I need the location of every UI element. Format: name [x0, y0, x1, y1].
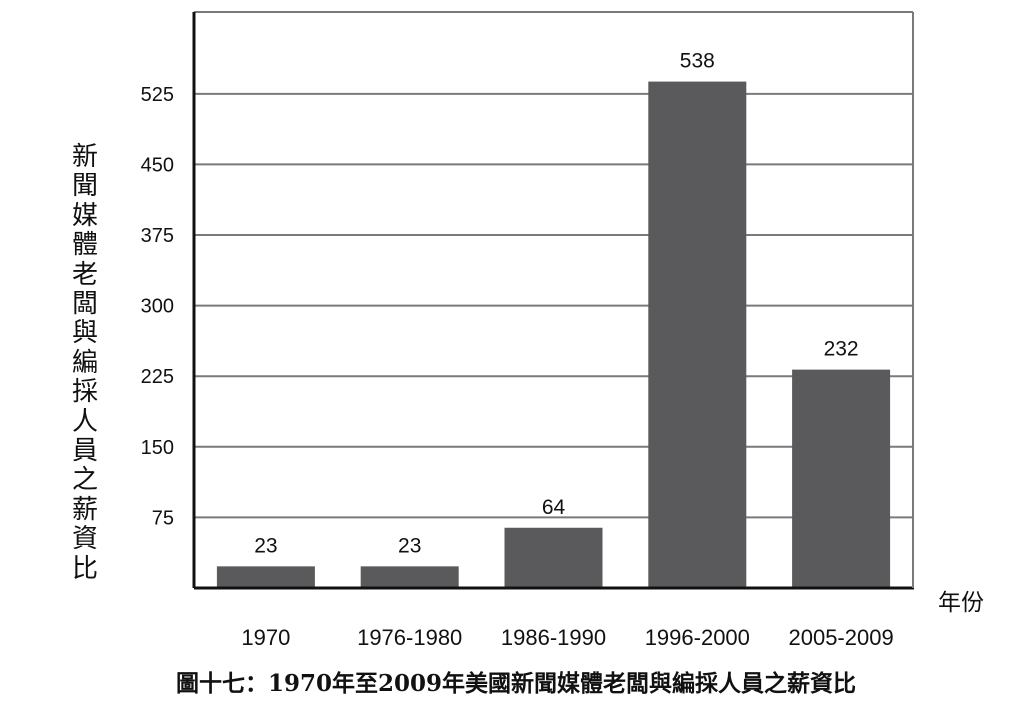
y-tick-label: 450 [141, 154, 174, 176]
bar [360, 566, 459, 588]
y-tick-label: 300 [141, 296, 174, 318]
bar [504, 527, 603, 588]
x-tick-label: 1976-1980 [357, 625, 462, 650]
gridlines [194, 11, 913, 519]
bar [792, 369, 891, 588]
data-label: 232 [824, 338, 859, 361]
x-tick-label: 2005-2009 [788, 625, 893, 650]
y-tick-label: 225 [141, 366, 174, 388]
y-tick-label: 375 [141, 225, 174, 247]
y-tick-label: 525 [141, 84, 174, 106]
bar [216, 566, 315, 588]
x-tick-label: 1996-2000 [645, 625, 750, 650]
data-labels: 23 23 64 538 232 [254, 50, 858, 558]
y-axis-label: 新聞媒體老闆與編採人員之薪資比 [71, 142, 98, 584]
y-tick-label: 75 [152, 507, 174, 529]
data-label: 23 [398, 534, 421, 557]
x-axis-label: 年份 [938, 590, 984, 616]
y-tick-label: 150 [141, 437, 174, 459]
data-label: 538 [680, 50, 715, 73]
figure-caption: 圖十七：1970年至2009年美國新聞媒體老闆與編採人員之薪資比 [175, 670, 857, 697]
axes [192, 12, 914, 590]
data-label: 64 [542, 496, 566, 519]
x-tick-label: 1970 [241, 625, 290, 650]
bars [216, 81, 891, 588]
y-axis-ticks: 75 150 225 300 375 450 525 [141, 84, 174, 530]
bar [648, 81, 747, 588]
data-label: 23 [254, 534, 277, 557]
x-axis-ticks: 1970 1976-1980 1986-1990 1996-2000 2005-2009 [241, 625, 893, 650]
x-tick-label: 1986-1990 [501, 625, 606, 650]
